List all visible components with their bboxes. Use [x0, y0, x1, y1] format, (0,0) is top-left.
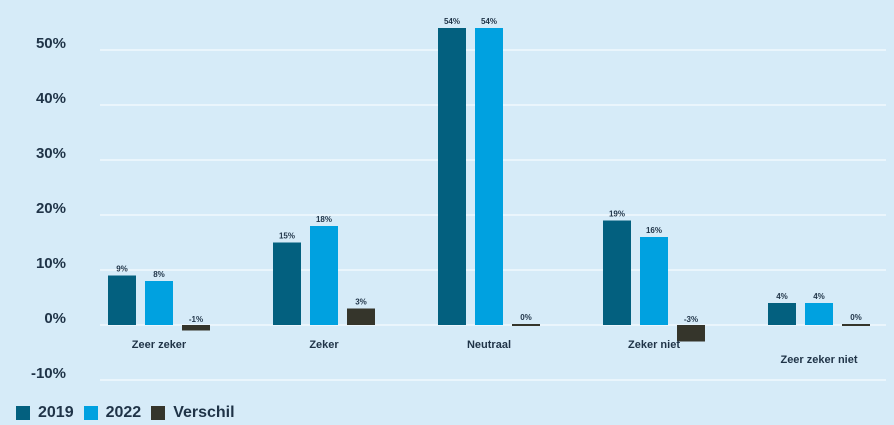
- y-tick-label: 20%: [36, 200, 66, 217]
- data-label: 15%: [279, 232, 295, 241]
- bars: [108, 28, 870, 342]
- data-label: 3%: [355, 298, 367, 307]
- bar-verschil-0: [182, 325, 210, 331]
- y-axis: -10% 0% 10% 20% 30% 40% 50%: [31, 35, 66, 382]
- data-label: 8%: [153, 270, 165, 279]
- legend: 2019 2022 Verschil: [16, 404, 245, 422]
- data-label: 4%: [813, 292, 825, 301]
- data-label: 0%: [520, 313, 532, 322]
- bar-2019-1: [273, 242, 301, 325]
- category-label: Zeker: [309, 339, 339, 351]
- x-axis: Zeer zeker Zeker Neutraal Zeker niet Zeer ze…: [132, 339, 858, 366]
- bar-2022-0: [145, 281, 173, 325]
- legend-item-verschil: Verschil: [151, 404, 235, 422]
- data-label: 54%: [481, 17, 497, 26]
- category-label: Zeer zeker: [132, 339, 187, 351]
- data-labels: 9% 8% -1% 15% 18% 3% 54% 54% 0% 19% 16% -3% 4% 4% 0%: [116, 17, 862, 324]
- bar-2019-3: [603, 220, 631, 325]
- legend-swatch-2022: [83, 406, 98, 420]
- data-label: -1%: [189, 315, 203, 324]
- legend-swatch-verschil: [151, 406, 166, 420]
- data-label: -3%: [684, 315, 698, 324]
- data-label: 54%: [444, 17, 460, 26]
- category-label: Neutraal: [467, 339, 511, 351]
- bar-2019-4: [768, 303, 796, 325]
- category-label: Zeker niet: [628, 339, 680, 351]
- y-tick-label: 30%: [36, 145, 66, 162]
- y-tick-label: 40%: [36, 90, 66, 107]
- bar-2022-3: [640, 237, 668, 325]
- data-label: 9%: [116, 265, 128, 274]
- y-tick-label: 0%: [44, 310, 66, 327]
- legend-item-2022: 2022: [83, 404, 142, 422]
- category-label: Zeer zeker niet: [780, 354, 857, 366]
- legend-swatch-2019: [16, 406, 30, 420]
- bar-verschil-3: [677, 325, 705, 342]
- data-label: 16%: [646, 226, 662, 235]
- data-label: 4%: [776, 292, 788, 301]
- bar-2022-1: [310, 226, 338, 325]
- y-tick-label: 10%: [36, 255, 66, 272]
- legend-item-2019: 2019: [16, 404, 74, 422]
- bar-verschil-1: [347, 308, 375, 325]
- data-label: 18%: [316, 215, 332, 224]
- legend-label-2022: 2022: [105, 404, 142, 421]
- bar-verschil-2: [512, 324, 540, 326]
- legend-label-verschil: Verschil: [173, 404, 235, 421]
- data-label: 19%: [609, 210, 625, 219]
- bar-2019-0: [108, 275, 136, 325]
- legend-label-2019: 2019: [38, 404, 74, 421]
- y-tick-label: -10%: [31, 365, 66, 382]
- bar-verschil-4: [842, 324, 870, 326]
- bar-2022-4: [805, 303, 833, 325]
- y-tick-label: 50%: [36, 35, 66, 52]
- data-label: 0%: [850, 313, 862, 322]
- bar-2022-2: [475, 28, 503, 325]
- bar-2019-2: [438, 28, 466, 325]
